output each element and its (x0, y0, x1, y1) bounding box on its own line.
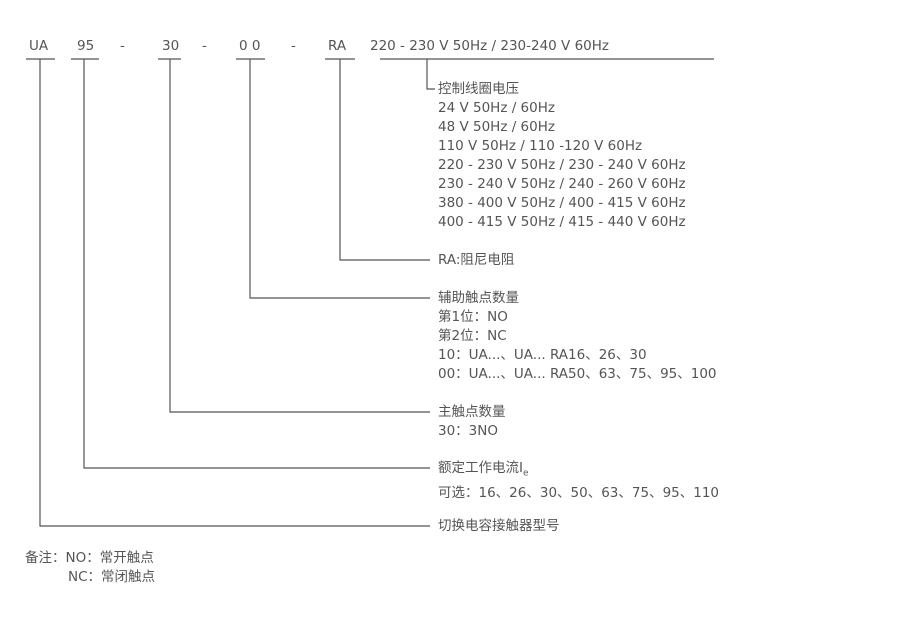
main-block: 主触点数量 30：3NO (438, 403, 506, 441)
aux-title: 辅助触点数量 (438, 290, 519, 306)
code-resistor: RA (328, 38, 347, 54)
coil-item: 380 - 400 V 50Hz / 400 - 415 V 60Hz (438, 195, 686, 211)
coil-item: 110 V 50Hz / 110 -120 V 60Hz (438, 138, 643, 154)
coil-item: 48 V 50Hz / 60Hz (438, 119, 555, 135)
aux-item: 10：UA...、UA... RA16、26、30 (438, 347, 647, 363)
main-item: 30：3NO (438, 423, 498, 439)
code-dash: - (202, 38, 207, 54)
coil-voltage-block: 控制线圈电压 24 V 50Hz / 60Hz 48 V 50Hz / 60Hz… (438, 80, 686, 232)
code-coil-voltage: 220 - 230 V 50Hz / 230-240 V 60Hz (370, 38, 609, 54)
note-line-2: NC：常闭触点 (68, 569, 156, 585)
coil-title: 控制线圈电压 (438, 81, 519, 97)
main-title: 主触点数量 (438, 404, 506, 420)
coil-item: 230 - 240 V 50Hz / 240 - 260 V 60Hz (438, 176, 686, 192)
coil-item: 220 - 230 V 50Hz / 230 - 240 V 60Hz (438, 157, 686, 173)
code-dash: - (291, 38, 296, 54)
aux-item: 第1位：NO (438, 309, 508, 325)
code-main-contacts: 30 (162, 38, 180, 54)
model-label: 切换电容接触器型号 (438, 518, 560, 534)
code-aux-contacts: 0 0 (239, 38, 261, 54)
current-item: 可选：16、26、30、50、63、75、95、110 (438, 484, 720, 501)
aux-block: 辅助触点数量 第1位：NO 第2位：NC 10：UA...、UA... RA16… (438, 289, 717, 384)
current-title: 额定工作电流Ie (438, 460, 529, 479)
coil-item: 400 - 415 V 50Hz / 415 - 440 V 60Hz (438, 214, 686, 230)
code-series: UA (29, 38, 49, 54)
note-line-1: 备注：NO：常开触点 (25, 550, 154, 566)
aux-item: 00：UA...、UA... RA50、63、75、95、100 (438, 366, 717, 382)
code-dash: - (120, 38, 125, 54)
resistor-label: RA:阻尼电阻 (438, 252, 515, 268)
current-block: 额定工作电流Ie 可选：16、26、30、50、63、75、95、110 (438, 459, 719, 503)
aux-item: 第2位：NC (438, 328, 507, 344)
coil-item: 24 V 50Hz / 60Hz (438, 100, 555, 116)
code-current: 95 (77, 38, 95, 54)
